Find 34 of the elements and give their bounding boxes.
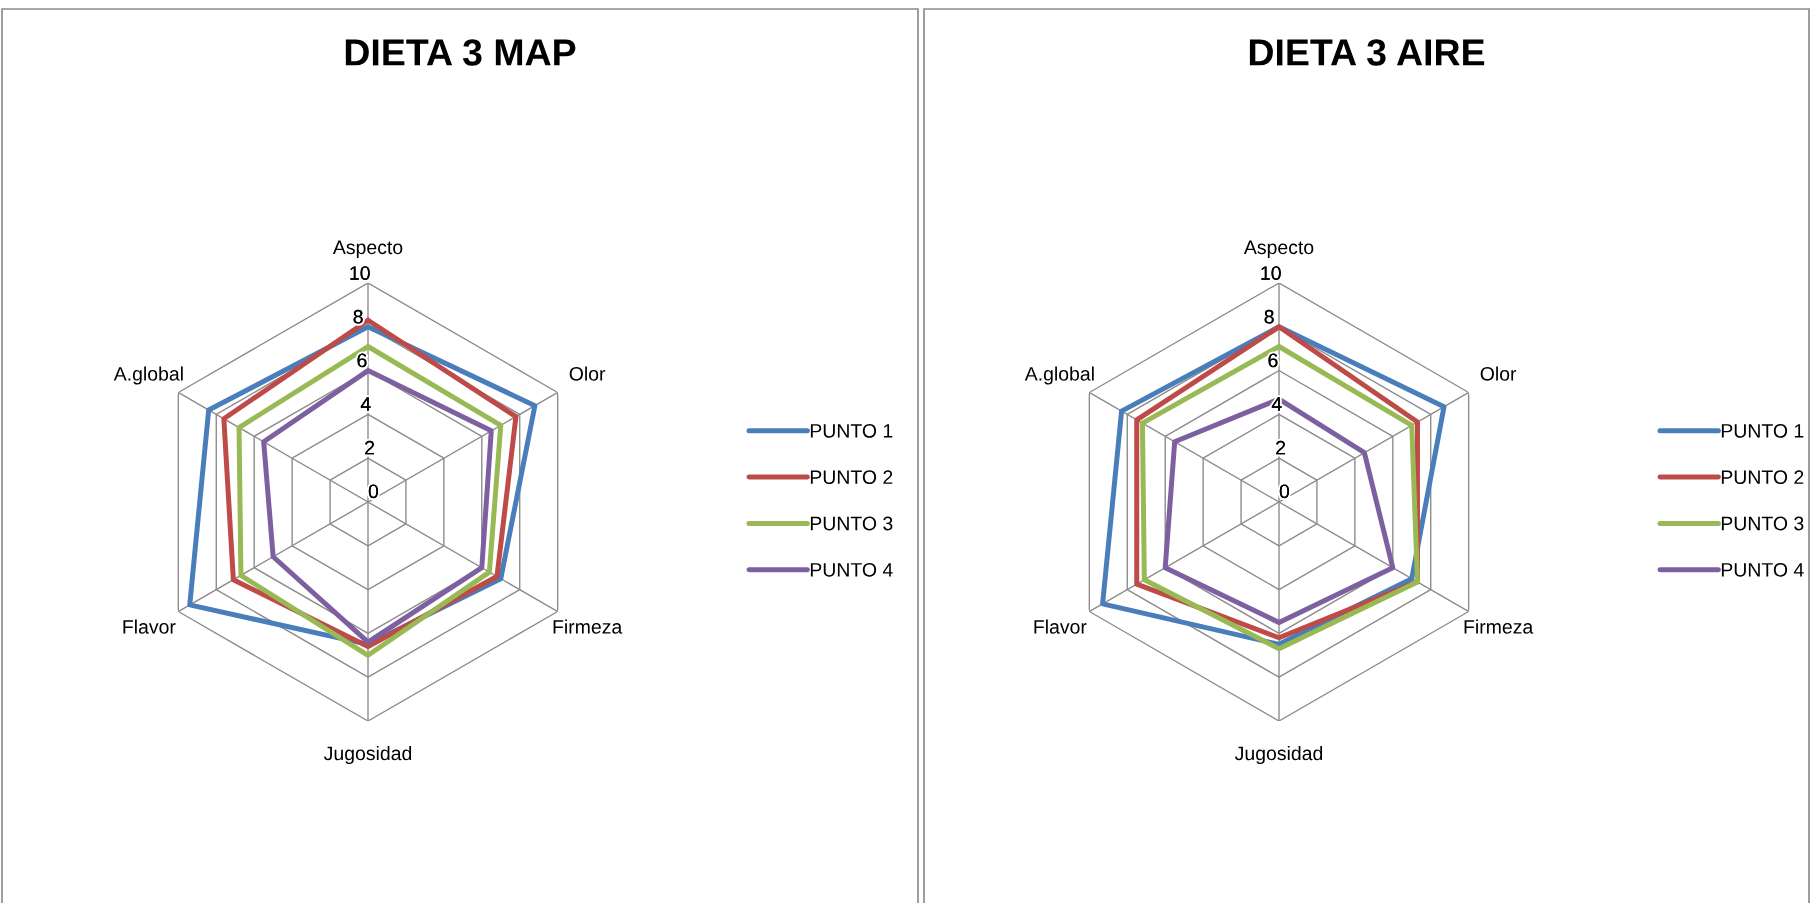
spoke-label: Olor (569, 366, 606, 381)
spoke-label: Aspecto (332, 240, 403, 259)
y-tick-label: 2 (1276, 440, 1286, 455)
y-tick-label: 0 (1279, 484, 1290, 499)
y-tick-label: 4 (360, 397, 371, 411)
spoke-label: Firmeza (553, 619, 623, 634)
y-tick-label: 8 (353, 309, 363, 324)
spoke-label: Flavor (123, 619, 176, 634)
spoke-label: Aspecto (1243, 240, 1314, 259)
chart-title: DIETA 3 MAP (345, 39, 576, 66)
legend-label: PUNTO 4 (810, 562, 893, 577)
legend-label: PUNTO 3 (1721, 516, 1804, 531)
y-tick-label: 10 (1261, 266, 1281, 280)
spoke-label: Jugosidad (323, 745, 412, 765)
y-tick-label: 4 (1271, 397, 1282, 411)
spoke-label: A.global (113, 366, 183, 385)
spoke-label: Flavor (1034, 619, 1087, 634)
spoke-label: Jugosidad (1234, 745, 1323, 765)
spoke-label: Firmeza (1464, 619, 1534, 634)
legend-label: PUNTO 3 (810, 516, 893, 531)
legend-label: PUNTO 2 (1721, 470, 1804, 485)
legend-label: PUNTO 2 (810, 470, 893, 485)
y-tick-label: 8 (1264, 309, 1274, 324)
spoke-label: A.global (1024, 366, 1094, 385)
legend-label: PUNTO 1 (810, 423, 893, 438)
y-tick-label: 0 (368, 484, 379, 499)
y-tick-label: 2 (365, 440, 375, 455)
y-tick-label: 6 (1268, 353, 1278, 368)
y-tick-label: 6 (357, 353, 367, 368)
chart-title: DIETA 3 AIRE (1249, 39, 1485, 66)
legend-label: PUNTO 4 (1721, 562, 1804, 577)
spoke-label: Olor (1480, 366, 1517, 381)
y-tick-label: 10 (350, 266, 370, 280)
legend-label: PUNTO 1 (1721, 423, 1804, 438)
